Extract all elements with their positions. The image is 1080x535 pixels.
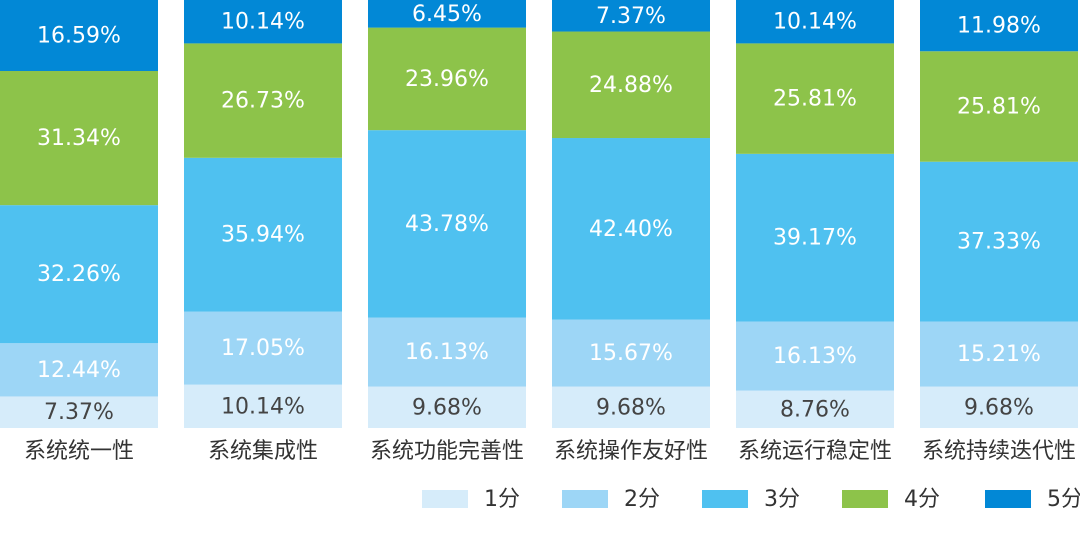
bar-segment-3-2分: [368, 317, 526, 387]
legend: 1分 2分 3分 4分 5分: [422, 487, 1080, 512]
data-label-1-2分: 12.44%: [37, 358, 121, 383]
bars-group: 7.37% 12.44% 32.26% 31.34% 16.59% 10.14% 17.05…: [0, 0, 1078, 428]
data-label-2-3分: 35.94%: [221, 223, 305, 248]
bar-segment-2-3分: [184, 157, 342, 312]
data-label-2-1分: 10.14%: [221, 394, 305, 419]
bar-segment-6-5分: [920, 0, 1078, 52]
legend-label-4分: 4分: [904, 487, 940, 512]
bar-segment-4-5分: [552, 0, 710, 32]
data-label-1-5分: 16.59%: [37, 24, 121, 49]
category-label-5: 系统运行稳定性: [738, 439, 892, 464]
legend-label-3分: 3分: [764, 487, 800, 512]
data-label-3-2分: 16.13%: [405, 340, 489, 365]
legend-swatch-3分: [702, 490, 748, 508]
bar-segment-2-2分: [184, 311, 342, 385]
bar-segment-3-4分: [368, 27, 526, 131]
category-label-3: 系统功能完善性: [370, 439, 524, 464]
legend-swatch-4分: [842, 490, 888, 508]
legend-swatch-5分: [985, 490, 1031, 508]
legend-label-5分: 5分: [1047, 487, 1080, 512]
category-label-4: 系统操作友好性: [554, 439, 708, 464]
data-label-5-2分: 16.13%: [773, 344, 857, 369]
bar-segment-3-5分: [368, 0, 526, 28]
data-label-4-5分: 7.37%: [596, 4, 666, 29]
category-label-2: 系统集成性: [208, 439, 318, 464]
bar-segment-1-4分: [0, 71, 158, 206]
data-label-1-3分: 32.26%: [37, 262, 121, 287]
data-label-3-4分: 23.96%: [405, 67, 489, 92]
data-label-5-4分: 25.81%: [773, 87, 857, 112]
bar-segment-6-2分: [920, 321, 1078, 387]
data-label-6-5分: 11.98%: [957, 14, 1041, 39]
data-label-5-3分: 39.17%: [773, 226, 857, 251]
data-label-2-5分: 10.14%: [221, 10, 305, 35]
data-label-6-2分: 15.21%: [957, 342, 1041, 367]
bar-segment-5-1分: [736, 390, 894, 428]
legend-swatch-2分: [562, 490, 608, 508]
bar-segment-1-5分: [0, 0, 158, 72]
data-label-1-1分: 7.37%: [44, 400, 114, 425]
bar-segment-4-1分: [552, 386, 710, 428]
category-label-6: 系统持续迭代性: [922, 439, 1076, 464]
legend-swatch-1分: [422, 490, 468, 508]
data-label-3-5分: 6.45%: [412, 2, 482, 27]
data-label-3-3分: 43.78%: [405, 212, 489, 237]
data-label-4-4分: 24.88%: [589, 73, 673, 98]
bar-segment-2-5分: [184, 0, 342, 44]
category-labels: 系统统一性 系统集成性 系统功能完善性 系统操作友好性 系统运行稳定性 系统持续迭代性: [24, 439, 1076, 464]
bar-segment-3-3分: [368, 130, 526, 318]
data-label-6-4分: 25.81%: [957, 94, 1041, 119]
data-label-5-5分: 10.14%: [773, 10, 857, 35]
bar-segment-6-1分: [920, 386, 1078, 428]
bar-segment-5-3分: [736, 153, 894, 322]
category-label-1: 系统统一性: [24, 439, 134, 464]
data-label-1-4分: 31.34%: [37, 126, 121, 151]
data-label-4-2分: 15.67%: [589, 341, 673, 366]
legend-label-1分: 1分: [484, 487, 520, 512]
bar-segment-5-5分: [736, 0, 894, 44]
bar-segment-1-2分: [0, 343, 158, 397]
bar-segment-5-4分: [736, 43, 894, 154]
data-label-2-2分: 17.05%: [221, 336, 305, 361]
bar-segment-1-1分: [0, 396, 158, 428]
data-label-5-1分: 8.76%: [780, 397, 850, 422]
data-label-2-4分: 26.73%: [221, 89, 305, 114]
bar-segment-2-1分: [184, 384, 342, 428]
bar-segment-2-4分: [184, 43, 342, 158]
bar-segment-4-3分: [552, 138, 710, 320]
bar-segment-4-2分: [552, 319, 710, 387]
bar-segment-5-2分: [736, 321, 894, 391]
bar-segment-4-4分: [552, 31, 710, 139]
bar-segment-6-4分: [920, 51, 1078, 162]
bar-segment-6-3分: [920, 161, 1078, 322]
data-label-6-1分: 9.68%: [964, 395, 1034, 420]
bar-segment-1-3分: [0, 205, 158, 344]
legend-label-2分: 2分: [624, 487, 660, 512]
data-label-4-3分: 42.40%: [589, 217, 673, 242]
data-label-3-1分: 9.68%: [412, 395, 482, 420]
data-label-4-1分: 9.68%: [596, 395, 666, 420]
data-label-6-3分: 37.33%: [957, 230, 1041, 255]
bar-segment-3-1分: [368, 386, 526, 428]
